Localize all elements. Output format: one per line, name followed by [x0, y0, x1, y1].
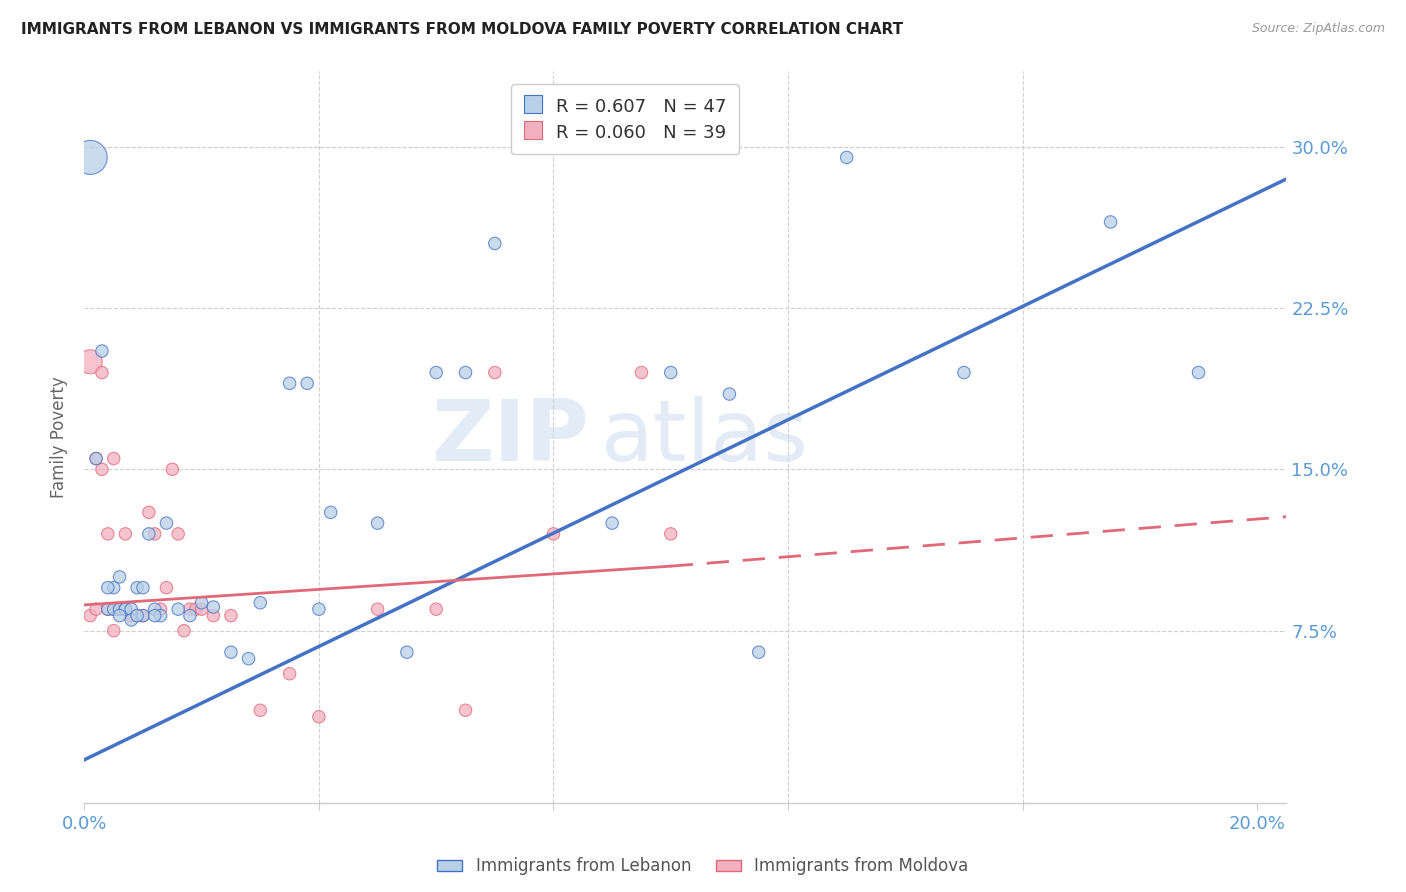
Point [91, 462, 114, 476]
Point [127, 608, 149, 623]
Point [190, 602, 212, 616]
Point [367, 602, 389, 616]
Point [114, 602, 136, 616]
Point [184, 602, 207, 616]
Point [718, 387, 741, 401]
Point [953, 366, 976, 380]
Point [155, 516, 177, 530]
Point [190, 596, 212, 610]
Point [127, 608, 149, 623]
Point [295, 376, 318, 391]
Point [132, 608, 155, 623]
Point [600, 516, 623, 530]
Point [167, 527, 190, 541]
Point [127, 581, 149, 595]
Point [103, 624, 125, 638]
Point [278, 666, 301, 681]
Point [91, 344, 114, 359]
Text: IMMIGRANTS FROM LEBANON VS IMMIGRANTS FROM MOLDOVA FAMILY POVERTY CORRELATION CH: IMMIGRANTS FROM LEBANON VS IMMIGRANTS FR… [21, 22, 903, 37]
Point [132, 608, 155, 623]
Point [179, 608, 201, 623]
Point [659, 527, 682, 541]
Point [454, 366, 477, 380]
Point [143, 527, 166, 541]
Point [108, 608, 131, 623]
Point [543, 527, 565, 541]
Text: ZIP: ZIP [432, 395, 589, 479]
Point [143, 608, 166, 623]
Point [202, 608, 225, 623]
Point [238, 651, 260, 665]
Point [84, 451, 107, 466]
Point [308, 602, 330, 616]
Point [484, 366, 506, 380]
Point [108, 602, 131, 616]
Point [179, 602, 201, 616]
Point [630, 366, 652, 380]
Point [79, 150, 101, 164]
Point [835, 150, 858, 164]
Point [143, 602, 166, 616]
Point [114, 527, 136, 541]
Legend: Immigrants from Lebanon, Immigrants from Moldova: Immigrants from Lebanon, Immigrants from… [429, 849, 977, 884]
Point [149, 602, 172, 616]
Point [659, 366, 682, 380]
Point [97, 581, 120, 595]
Point [108, 570, 131, 584]
Point [219, 608, 242, 623]
Point [120, 602, 142, 616]
Point [79, 355, 101, 369]
Point [319, 505, 342, 519]
Point [138, 505, 160, 519]
Point [367, 516, 389, 530]
Y-axis label: Family Poverty: Family Poverty [51, 376, 69, 498]
Point [138, 527, 160, 541]
Point [249, 596, 271, 610]
Point [748, 645, 770, 659]
Text: Source: ZipAtlas.com: Source: ZipAtlas.com [1251, 22, 1385, 36]
Text: atlas: atlas [602, 395, 810, 479]
Point [454, 703, 477, 717]
Point [132, 581, 155, 595]
Point [167, 602, 190, 616]
Point [114, 602, 136, 616]
Point [1099, 215, 1122, 229]
Point [103, 451, 125, 466]
Point [1187, 366, 1209, 380]
Point [202, 600, 225, 615]
Point [173, 624, 195, 638]
Point [79, 608, 101, 623]
Point [120, 608, 142, 623]
Point [103, 581, 125, 595]
Point [97, 602, 120, 616]
Point [219, 645, 242, 659]
Point [84, 451, 107, 466]
Point [97, 602, 120, 616]
Point [308, 710, 330, 724]
Point [278, 376, 301, 391]
Point [484, 236, 506, 251]
Point [425, 602, 447, 616]
Point [84, 602, 107, 616]
Point [91, 366, 114, 380]
Point [149, 608, 172, 623]
Legend: R = 0.607   N = 47, R = 0.060   N = 39: R = 0.607 N = 47, R = 0.060 N = 39 [512, 84, 740, 154]
Point [395, 645, 418, 659]
Point [249, 703, 271, 717]
Point [108, 602, 131, 616]
Point [162, 462, 184, 476]
Point [155, 581, 177, 595]
Point [103, 602, 125, 616]
Point [97, 527, 120, 541]
Point [425, 366, 447, 380]
Point [103, 602, 125, 616]
Point [114, 602, 136, 616]
Point [120, 613, 142, 627]
